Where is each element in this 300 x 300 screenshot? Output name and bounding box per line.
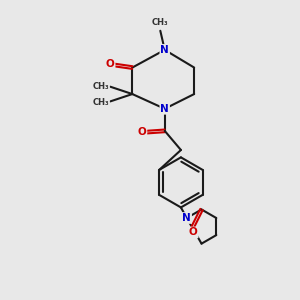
Text: N: N bbox=[160, 45, 169, 55]
Text: CH₃: CH₃ bbox=[92, 82, 109, 91]
Text: CH₃: CH₃ bbox=[92, 98, 109, 106]
Text: N: N bbox=[160, 104, 169, 114]
Text: O: O bbox=[189, 227, 198, 237]
Text: O: O bbox=[106, 59, 115, 69]
Text: O: O bbox=[138, 127, 146, 137]
Text: CH₃: CH₃ bbox=[152, 18, 169, 27]
Text: N: N bbox=[182, 213, 191, 223]
